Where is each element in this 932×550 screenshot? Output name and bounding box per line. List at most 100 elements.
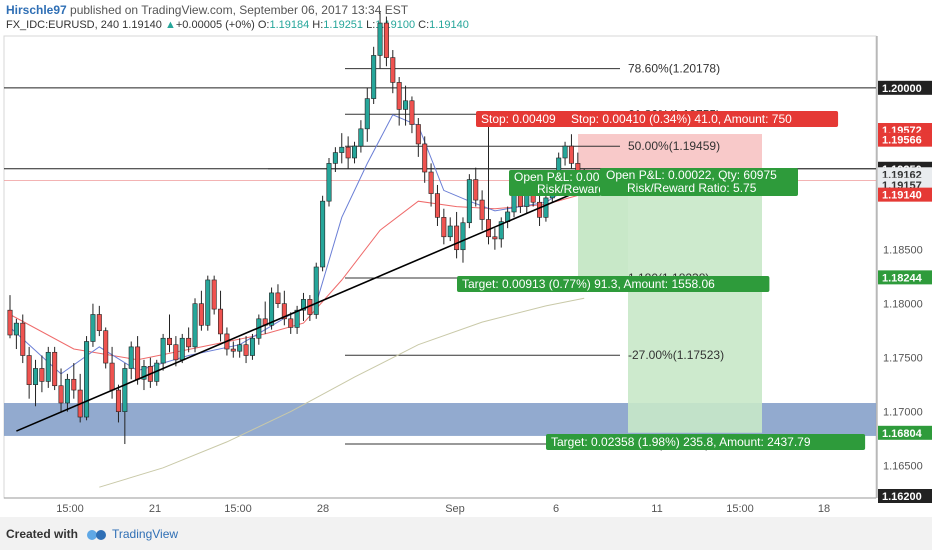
candle-body-60 xyxy=(390,57,396,83)
candle-body-57 xyxy=(371,55,377,99)
y-tick-3: 1.17000 xyxy=(883,407,923,419)
candle-body-83 xyxy=(537,201,543,218)
candle-body-15 xyxy=(103,330,109,364)
candle-body-87 xyxy=(562,145,568,159)
candle-body-76 xyxy=(492,236,498,240)
candle-body-18 xyxy=(122,368,128,412)
x-tick-1: 21 xyxy=(149,503,161,515)
candle-body-5 xyxy=(39,368,45,382)
candle-body-37 xyxy=(243,344,249,356)
candle-body-43 xyxy=(281,303,287,320)
y-tick-1: 1.18000 xyxy=(883,299,923,311)
candle-body-55 xyxy=(358,128,364,147)
candle-body-13 xyxy=(90,314,96,342)
long-stop-label-bg xyxy=(566,111,839,127)
candle-body-9 xyxy=(64,378,70,404)
candle-body-33 xyxy=(218,308,224,335)
open-value: 1.19184 xyxy=(269,19,310,31)
price-tag-7-bg xyxy=(878,270,932,285)
tradingview-logo-icon xyxy=(87,530,106,540)
candle-body-62 xyxy=(403,100,409,110)
candle-body-61 xyxy=(396,82,402,110)
candle-body-3 xyxy=(26,355,32,385)
price-tag-6: 1.19140 xyxy=(882,190,922,202)
short-target-label: Target: 0.00913 (0.77%) 91.3, Amount: 15… xyxy=(462,277,715,291)
y-tick-0: 1.18500 xyxy=(883,245,923,257)
candle-body-21 xyxy=(141,366,147,380)
ma-slow-line xyxy=(99,297,585,488)
candle-body-2 xyxy=(20,322,26,356)
long-rr-label: Risk/Reward Ratio: 5.75 xyxy=(627,181,757,195)
x-tick-7: 15:00 xyxy=(726,503,754,515)
candle-body-75 xyxy=(485,219,491,238)
price-tag-7: 1.18244 xyxy=(882,272,923,284)
candle-body-31 xyxy=(205,279,211,326)
tradingview-brand[interactable]: TradingView xyxy=(112,527,179,541)
candle-body-59 xyxy=(383,22,389,58)
candle-body-30 xyxy=(198,303,204,326)
change-up-icon: ▲ xyxy=(164,19,176,31)
candle-body-16 xyxy=(109,362,115,391)
candle-body-26 xyxy=(173,344,179,361)
candle-body-35 xyxy=(230,348,236,352)
short-stop-label-bg xyxy=(476,111,574,127)
candle-body-12 xyxy=(84,341,90,418)
symbol-header: FX_IDC:EURUSD, 240 1.19140 ▲+0.00005 (+0… xyxy=(6,19,469,31)
price-tag-8: 1.16804 xyxy=(882,428,923,440)
price-chart[interactable]: 78.60%(1.20178)61.80%(1.19755)50.00%(1.1… xyxy=(0,0,932,517)
price-tag-8-bg xyxy=(878,425,932,440)
price-tag-4-bg xyxy=(878,167,932,182)
open-label: O: xyxy=(257,19,270,31)
candle-body-6 xyxy=(45,351,51,382)
candle-body-20 xyxy=(135,346,141,380)
candle-body-1 xyxy=(13,322,19,336)
price-tag-9-bg xyxy=(878,489,932,503)
price-tag-2: 1.19566 xyxy=(882,135,922,147)
long-stop-label: Stop: 0.00410 (0.34%) 41.0, Amount: 750 xyxy=(571,112,792,126)
candle-body-46 xyxy=(300,299,306,311)
x-tick-6: 11 xyxy=(651,503,662,515)
candle-body-67 xyxy=(434,193,440,218)
candle-body-8 xyxy=(58,385,64,404)
candle-body-38 xyxy=(249,337,255,356)
candle-body-14 xyxy=(96,314,102,331)
footer: Created with TradingView xyxy=(0,517,932,550)
short-pnl-bg xyxy=(509,170,601,196)
target-zone-long xyxy=(628,178,762,433)
candle-body-28 xyxy=(186,337,192,348)
candle-body-77 xyxy=(498,221,504,240)
candle-body-10 xyxy=(71,378,77,391)
candle-body-56 xyxy=(364,98,370,130)
candle-body-50 xyxy=(326,163,332,202)
price-tag-2-bg xyxy=(878,132,932,147)
candle-body-66 xyxy=(428,171,434,194)
x-tick-2: 15:00 xyxy=(224,503,252,515)
publish-header: Hirschle97 published on TradingView.com,… xyxy=(6,3,408,17)
long-pnl-bg xyxy=(600,168,798,196)
candle-body-19 xyxy=(128,346,134,369)
x-tick-8: 18 xyxy=(818,503,830,515)
price-tag-9: 1.16200 xyxy=(882,491,922,503)
low-label: L: xyxy=(366,19,376,31)
y-tick-4: 1.16500 xyxy=(883,461,923,473)
candle-body-32 xyxy=(211,279,217,310)
candle-body-84 xyxy=(543,197,549,218)
author-link[interactable]: Hirschle97 xyxy=(6,3,67,17)
close-label: C: xyxy=(418,19,430,31)
candle-body-25 xyxy=(167,337,173,346)
candle-body-52 xyxy=(339,146,345,153)
short-stop-label: Stop: 0.00409 xyxy=(481,112,556,126)
trendline xyxy=(16,174,617,432)
candle-body-58 xyxy=(377,22,383,56)
candle-body-44 xyxy=(288,318,294,328)
candle-body-54 xyxy=(352,145,358,159)
y-tick-2: 1.17500 xyxy=(883,353,923,365)
candle-body-88 xyxy=(568,145,574,164)
candle-body-48 xyxy=(313,266,319,315)
candle-body-70 xyxy=(454,225,460,251)
long-target-label-bg xyxy=(546,434,866,450)
price-tag-0-bg xyxy=(878,80,932,95)
candle-body-29 xyxy=(192,303,198,348)
candle-body-74 xyxy=(479,199,485,220)
symbol-label: FX_IDC:EURUSD, 240 xyxy=(6,19,120,31)
